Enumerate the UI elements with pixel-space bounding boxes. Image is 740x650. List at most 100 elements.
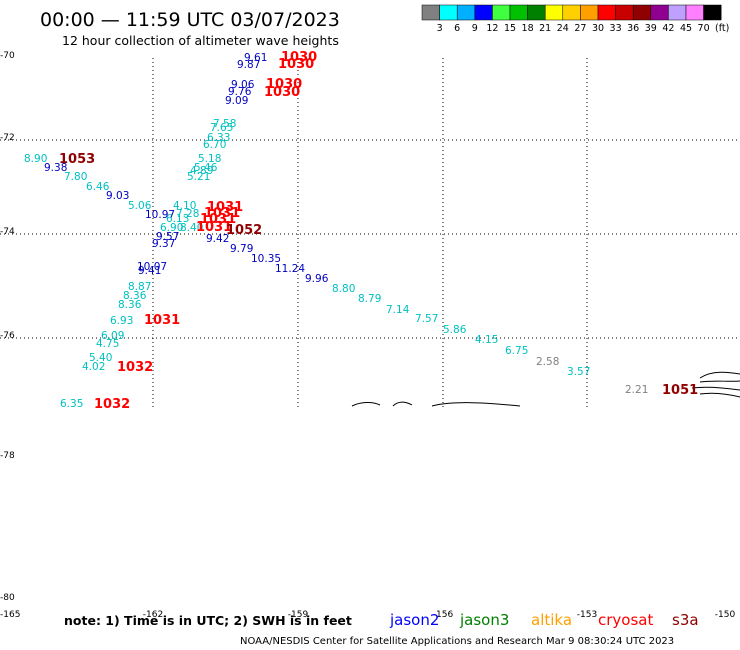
map-title: 00:00 — 11:59 UTC 03/07/2023 [40,9,340,31]
colorbar-tick-label: 24 [557,23,569,34]
colorbar-tick-label: 9 [472,23,478,34]
swh-value: 11.24 [275,263,305,275]
y-axis-label: -70 [0,51,15,61]
colorbar-tick-label: 12 [486,23,498,34]
colorbar-swatch [703,4,722,21]
satellite-legend: jason2 jason3 altika cryosat s3a [389,611,699,629]
swh-value: 9.09 [225,95,248,107]
swh-value: 5.46 [194,162,218,174]
swh-value: 2.21 [625,384,648,396]
colorbar-tick-label: 21 [539,23,551,34]
swh-value: 4.10 [173,200,196,212]
lat-lon-grid [0,58,740,408]
colorbar-tick-label: 42 [662,23,674,34]
time-value: 1053 [59,152,95,167]
swh-labels: 9.619.87 9.069.769.09 7.587.656.336.70 5.18… [24,52,648,410]
legend-jason2: jason2 [389,611,439,629]
colorbar-swatch [562,4,581,21]
colorbar-swatch [580,4,599,21]
swh-value: 10.07 [137,261,167,273]
swh-value: 5.40 [89,352,112,364]
swh-value: 9.96 [305,273,329,285]
time-value: 1030 [278,57,314,72]
footer-credit: NOAA/NESDIS Center for Satellite Applica… [240,636,674,647]
swh-value: 7.58 [213,118,236,130]
time-value: 1030 [266,77,302,92]
swh-value: 4.75 [96,338,119,350]
swh-value: 6.13 [166,213,189,225]
colorbar-swatch [632,4,652,21]
swh-value: 7.14 [386,304,410,316]
swh-value: 6.33 [207,132,230,144]
swh-value: 6.09 [101,330,124,342]
swh-value: 4.15 [475,334,498,346]
legend-cryosat: cryosat [598,611,653,629]
swh-value: 5.21 [187,171,210,183]
swh-value: 9.03 [106,190,129,202]
time-value: 1030 [281,50,317,65]
colorbar-swatch [474,4,493,21]
swh-value: 6.70 [203,139,226,151]
colorbar-swatch [685,4,704,21]
swh-value: 8.36 [118,299,142,311]
time-value: 1031 [200,212,236,227]
colorbar-tick-label: 6 [454,23,460,34]
colorbar-tick-label: 18 [522,23,534,34]
swh-value: 7.80 [64,171,87,183]
time-value: 1031 [207,200,243,215]
time-value: 1052 [226,223,262,238]
swh-value: 4.89 [190,165,213,177]
swh-value: 7.28 [176,208,199,220]
swh-value: 5.18 [198,153,221,165]
footer-note: note: 1) Time is in UTC; 2) SWH is in fe… [64,613,352,628]
swh-value: 9.06 [231,79,255,91]
swh-value: 9.79 [230,243,253,255]
swh-value: 8.90 [24,153,47,165]
y-axis-label: -80 [0,593,15,603]
swh-value: 8.40 [180,222,203,234]
swh-value: 6.35 [60,398,83,410]
swh-value: 3.57 [567,366,590,378]
swh-value: 9.42 [206,233,229,245]
colorbar-tick-label: 33 [610,23,622,34]
x-axis-label: -153 [577,610,597,620]
swh-value: 8.79 [358,293,381,305]
map-subtitle: 12 hour collection of altimeter wave hei… [62,33,339,48]
colorbar-swatch [421,4,440,21]
swh-value: 6.46 [86,181,110,193]
swh-value: 6.75 [505,345,528,357]
colorbar-swatch [668,4,687,21]
y-axis-label: -74 [0,227,15,237]
y-axis-label: -78 [0,451,15,461]
swh-value: 9.76 [228,86,252,98]
swh-value: 10.35 [251,253,281,265]
legend-s3a: s3a [672,611,699,629]
colorbar-swatch [597,4,616,21]
x-axis-label: -162 [143,610,163,620]
colorbar-tick-label: 45 [680,23,692,34]
time-value: 1051 [662,383,698,398]
swh-value: 9.41 [138,265,161,277]
x-axis-label: -159 [288,610,309,620]
swh-value: 9.87 [237,59,260,71]
swh-value: 8.36 [123,290,147,302]
colorbar-tick-label: 70 [698,23,710,34]
swh-value: 6.93 [110,315,133,327]
y-axis-label: -76 [0,331,15,341]
colorbar-tick-label: 15 [504,23,516,34]
swh-value: 7.65 [210,122,233,134]
legend-altika: altika [531,611,572,629]
swh-value: 8.80 [332,283,355,295]
time-labels: 1030103010301030105310311031103110311052… [59,50,698,412]
swh-value: 9.37 [152,238,175,250]
x-axis-label: -156 [433,610,454,620]
colorbar-swatch [439,4,458,21]
colorbar: 3 6 9 12 15 18 21 24 27 30 33 36 39 42 45 70 [421,4,722,34]
colorbar-swatch [492,4,511,21]
coastline [351,371,740,407]
colorbar-swatch [456,4,476,21]
time-value: 1030 [264,85,300,100]
swh-value: 9.61 [244,52,267,64]
